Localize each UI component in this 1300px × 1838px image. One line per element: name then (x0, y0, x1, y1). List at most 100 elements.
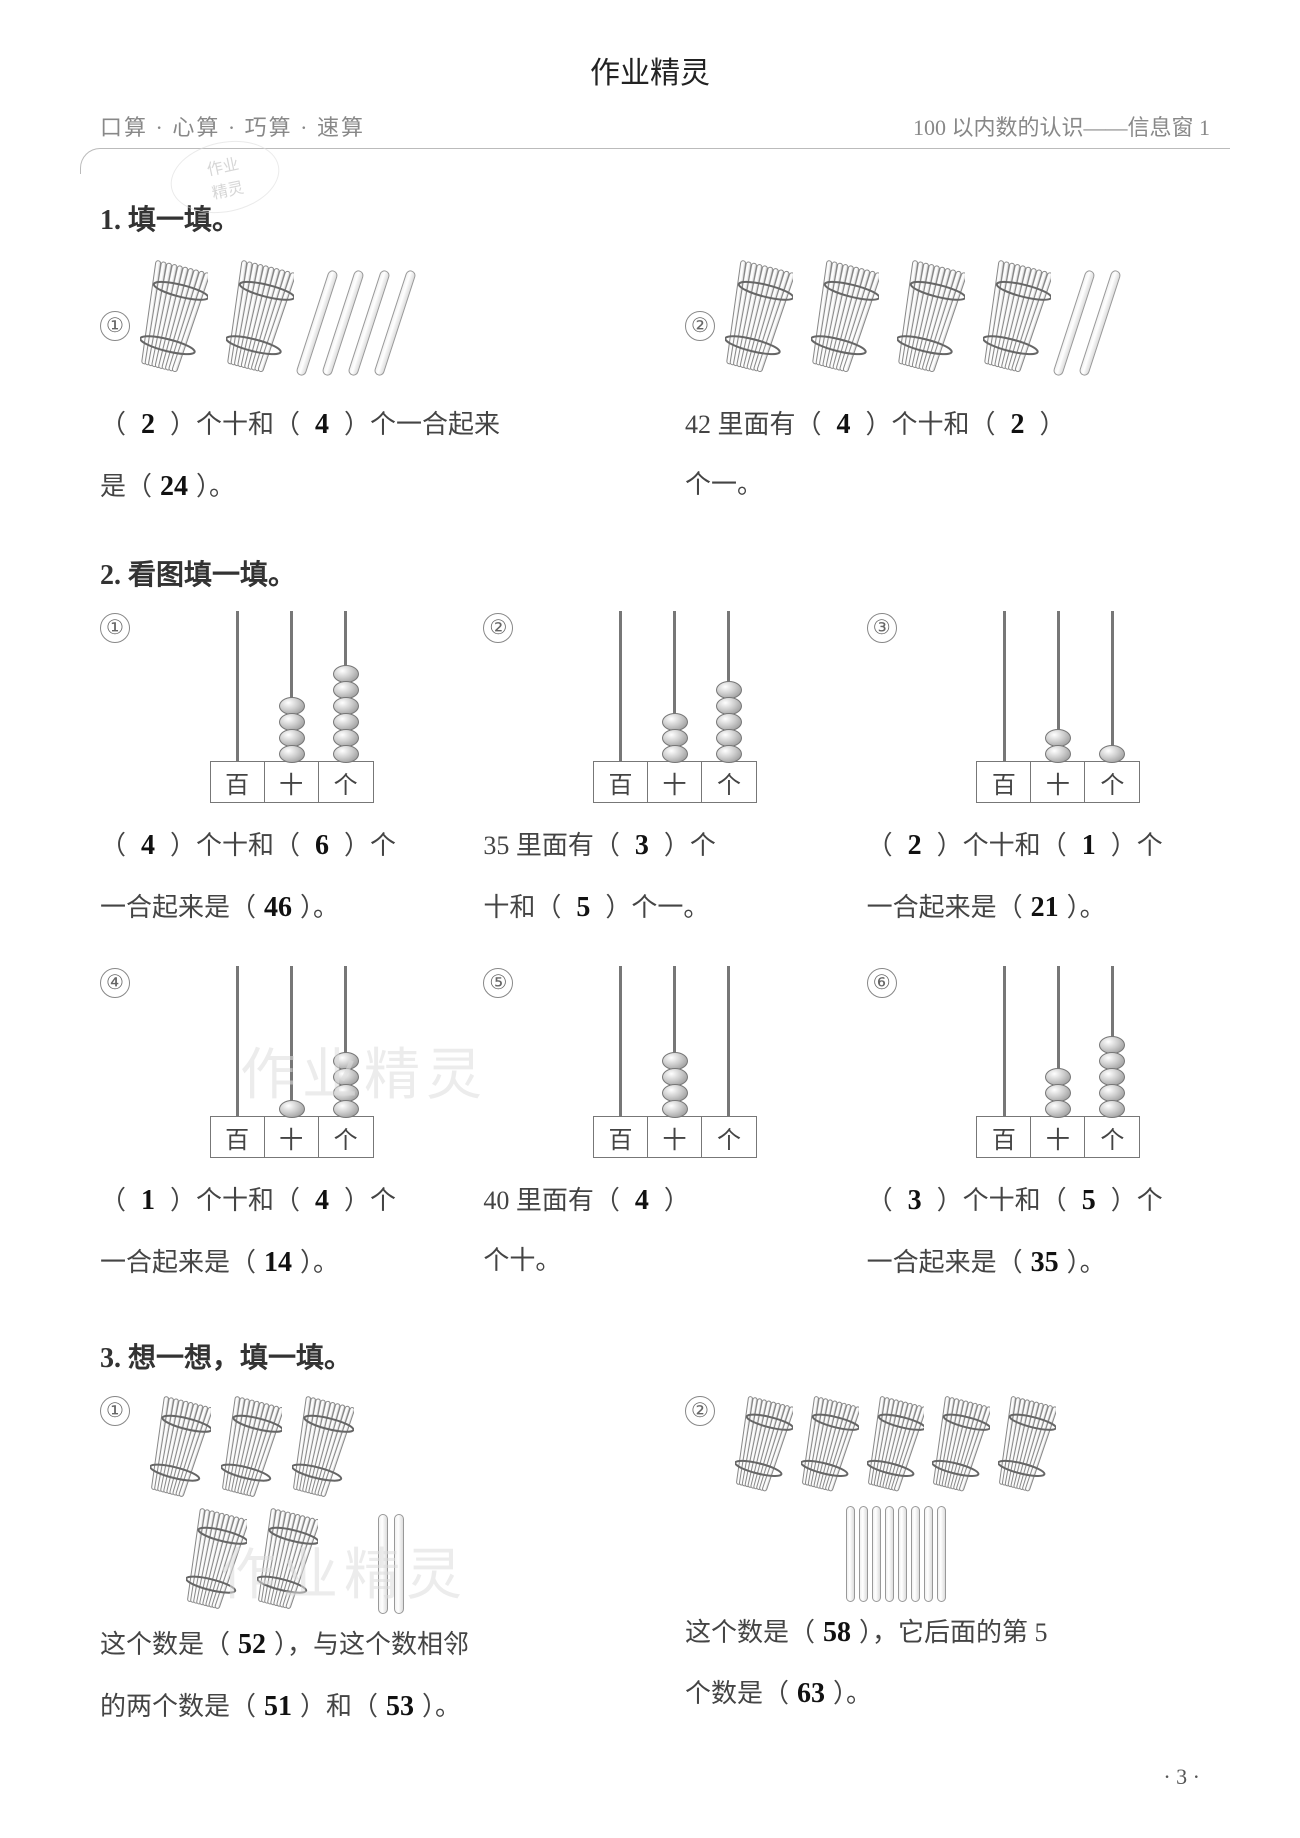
q3-2-sticks (735, 1396, 1056, 1602)
place-label: 百 (211, 1117, 265, 1157)
answer: 52 (230, 1614, 274, 1676)
circled-number: ② (685, 311, 715, 341)
answer: 14 (256, 1232, 300, 1294)
answer: 1 (126, 1170, 170, 1232)
q2-item-text: （1）个十和（4）个一合起来是（14）。 (100, 1170, 443, 1293)
abacus-icon: 百十个 (585, 613, 765, 803)
single-stick-icon (885, 1506, 894, 1602)
answer: 5 (561, 877, 605, 939)
q2-item-text: （2）个十和（1）个一合起来是（21）。 (867, 815, 1210, 938)
answer: 6 (300, 815, 344, 877)
q1-1-sticks (140, 258, 398, 378)
single-stick-icon (378, 1514, 388, 1614)
answer: 3 (620, 815, 664, 877)
bundle-icon (897, 260, 965, 378)
place-label: 十 (648, 762, 702, 802)
header-rule (80, 148, 1230, 174)
place-label: 百 (211, 762, 265, 802)
q3-row: ① 这个数是（52），与这个数相邻 的两个数是（51）和（53）。 ② (100, 1396, 1210, 1738)
q2-item-text: 35 里面有（3）个十和（5）个一。 (483, 815, 826, 938)
bundle-icon (226, 260, 294, 378)
circled-number: ① (100, 1396, 130, 1426)
answer: 4 (126, 815, 170, 877)
header-right: 100 以内数的认识——信息窗 1 (913, 110, 1210, 142)
abacus-icon: 百十个 (968, 613, 1148, 803)
answer: 2 (893, 815, 937, 877)
bundle-icon (801, 1396, 859, 1496)
bundle-icon (186, 1508, 247, 1614)
bundle-icon (932, 1396, 990, 1496)
place-label: 个 (1085, 762, 1139, 802)
bundle-icon (292, 1396, 353, 1502)
q2-title: 2. 看图填一填。 (100, 553, 1210, 593)
q3-2-text: 这个数是（58），它后面的第 5 个数是（63）。 (685, 1602, 1210, 1725)
answer: 35 (1023, 1232, 1067, 1294)
page-header: 口算 · 心算 · 巧算 · 速算 100 以内数的认识——信息窗 1 (100, 110, 1210, 142)
q1-item-1: ① （2）个十和（4）个一合起来 是（24）。 (100, 258, 625, 517)
bundle-icon (983, 260, 1051, 378)
answer: 3 (893, 1170, 937, 1232)
single-stick-icon (859, 1506, 868, 1602)
q3-1-sticks (150, 1396, 402, 1614)
single-stick-icon (911, 1506, 920, 1602)
place-label: 十 (648, 1117, 702, 1157)
top-watermark: 作业精灵 (0, 48, 1300, 92)
bundle-icon (150, 1396, 211, 1502)
bundle-icon (867, 1396, 925, 1496)
q2-item-text: （3）个十和（5）个一合起来是（35）。 (867, 1170, 1210, 1293)
q2-grid: ① 百十个 （4）个十和（6）个一合起来是（46）。 ② 百十个 35 里面有（… (100, 613, 1210, 1293)
q1-row: ① （2）个十和（4）个一合起来 是（24）。 ② 42 里面有（4）个十和 (100, 258, 1210, 517)
place-label: 十 (1031, 1117, 1085, 1157)
bundle-icon (140, 260, 208, 378)
q2-item-text: 40 里面有（4）个十。 (483, 1170, 826, 1289)
single-stick-icon (394, 1514, 404, 1614)
q1-title: 1. 填一填。 (100, 198, 1210, 238)
place-label: 百 (977, 1117, 1031, 1157)
q2-item: ④ 百十个 （1）个十和（4）个一合起来是（14）。 (100, 968, 443, 1293)
bundle-icon (998, 1396, 1056, 1496)
q2-item: ⑤ 百十个 40 里面有（4）个十。 (483, 968, 826, 1293)
abacus-icon: 百十个 (202, 613, 382, 803)
place-label: 个 (319, 762, 373, 802)
answer: 4 (300, 394, 344, 456)
answer: 4 (620, 1170, 664, 1232)
abacus-icon: 百十个 (202, 968, 382, 1158)
answer: 4 (300, 1170, 344, 1232)
bead-icon (333, 745, 359, 763)
answer: 1 (1067, 815, 1111, 877)
place-label: 个 (702, 762, 756, 802)
answer: 58 (815, 1602, 859, 1664)
place-label: 十 (1031, 762, 1085, 802)
q2-item-text: （4）个十和（6）个一合起来是（46）。 (100, 815, 443, 938)
q3-1-text: 这个数是（52），与这个数相邻 的两个数是（51）和（53）。 (100, 1614, 625, 1737)
bundle-icon (221, 1396, 282, 1502)
page-number: · 3 · (1163, 1764, 1200, 1790)
answer: 24 (152, 456, 196, 518)
place-label: 十 (265, 762, 319, 802)
single-stick-icon (924, 1506, 933, 1602)
q2-item: ⑥ 百十个 （3）个十和（5）个一合起来是（35）。 (867, 968, 1210, 1293)
answer: 4 (822, 394, 866, 456)
answer: 51 (256, 1676, 300, 1738)
q1-1-text: （2）个十和（4）个一合起来 是（24）。 (100, 394, 625, 517)
circled-number: ④ (100, 968, 130, 998)
single-stick-icon (872, 1506, 881, 1602)
circled-number: ⑤ (483, 968, 513, 998)
q3-item-2: ② 这个数是（58），它后面的第 5 个数是（63）。 (685, 1396, 1210, 1738)
circled-number: ② (483, 613, 513, 643)
q2-item: ② 百十个 35 里面有（3）个十和（5）个一。 (483, 613, 826, 938)
place-label: 百 (594, 1117, 648, 1157)
answer: 63 (789, 1663, 833, 1725)
place-label: 个 (702, 1117, 756, 1157)
abacus-icon: 百十个 (585, 968, 765, 1158)
single-stick-icon (846, 1506, 855, 1602)
abacus-icon: 百十个 (968, 968, 1148, 1158)
place-label: 十 (265, 1117, 319, 1157)
circled-number: ③ (867, 613, 897, 643)
answer: 53 (378, 1676, 422, 1738)
q1-2-sticks (725, 258, 1103, 378)
q3-item-1: ① 这个数是（52），与这个数相邻 的两个数是（51）和（53）。 (100, 1396, 625, 1738)
q2-item: ③ 百十个 （2）个十和（1）个一合起来是（21）。 (867, 613, 1210, 938)
place-label: 百 (977, 762, 1031, 802)
circled-number: ① (100, 311, 130, 341)
